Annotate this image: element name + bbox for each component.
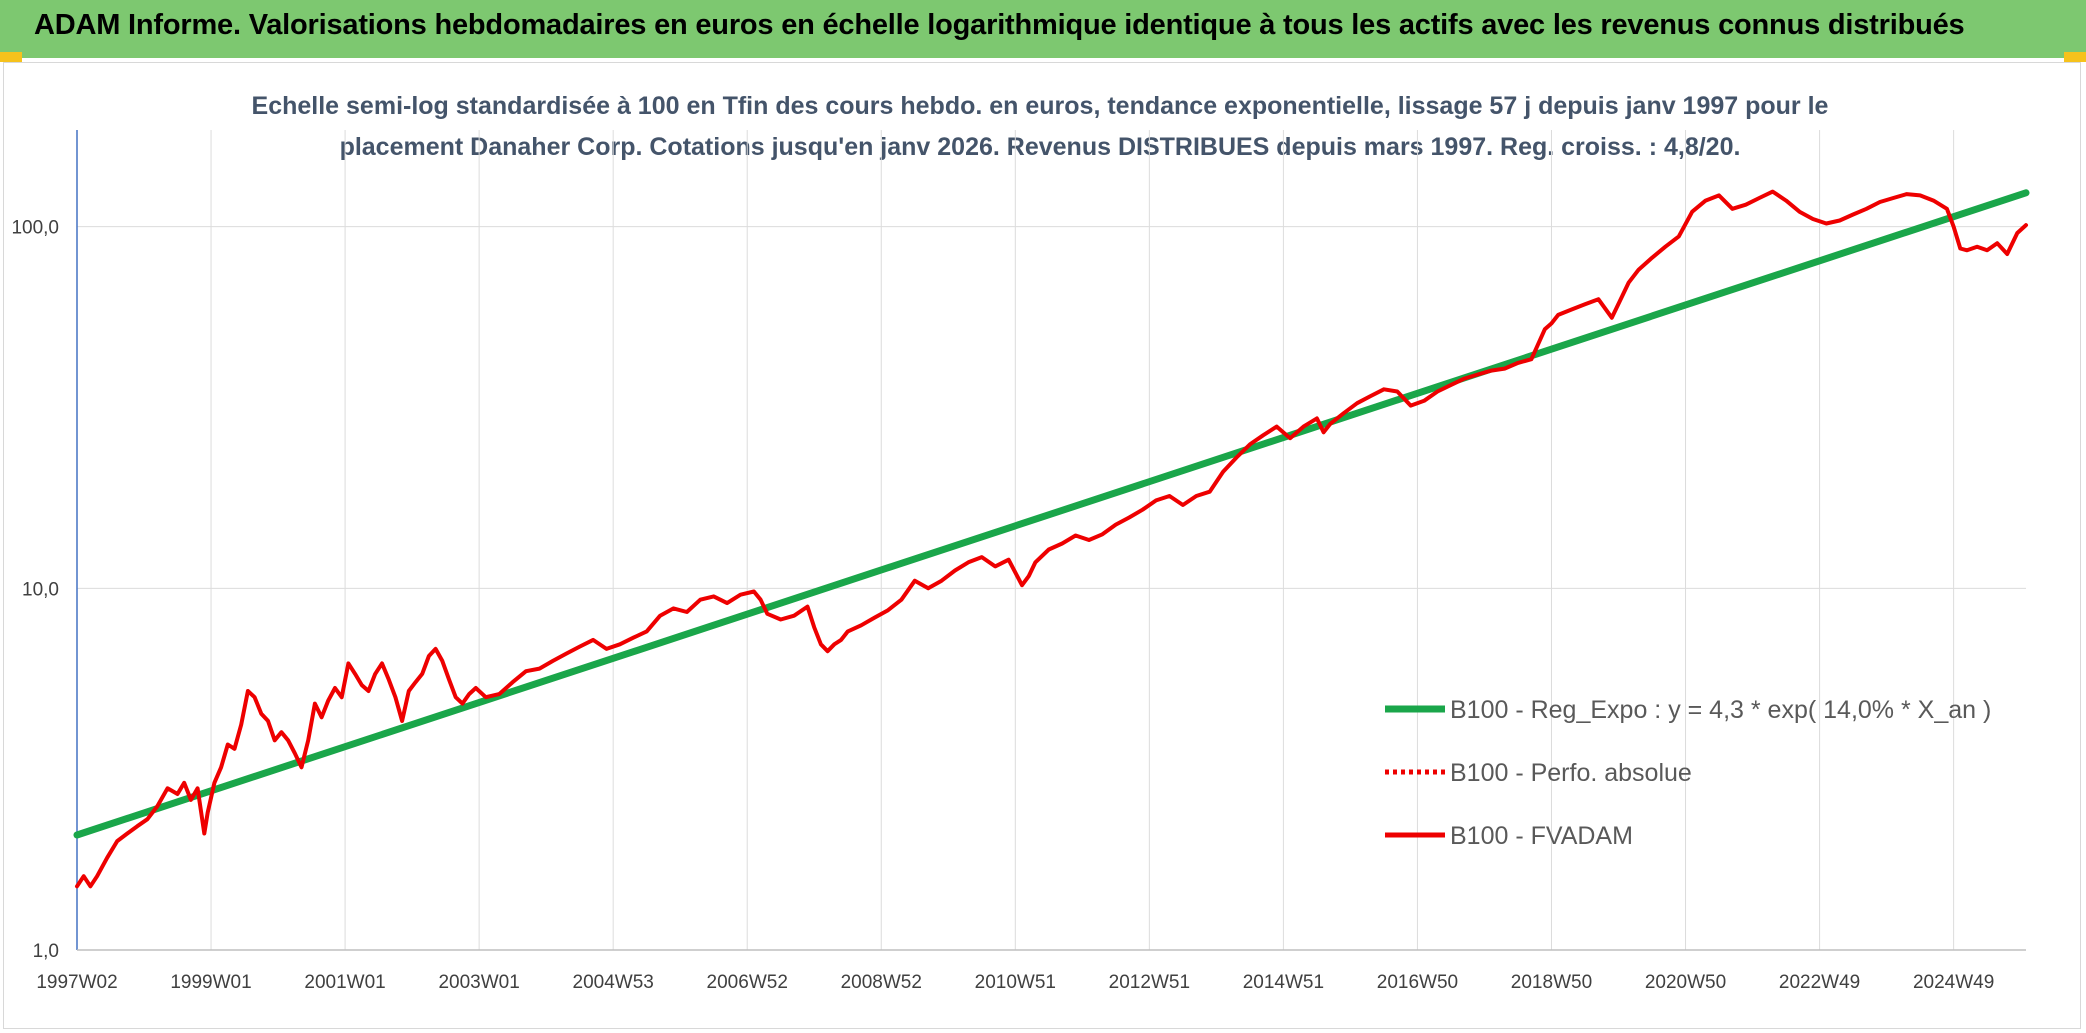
x-tick-label: 2010W51 [975, 972, 1056, 993]
corner-accent-left [0, 52, 22, 62]
legend-label: B100 - Reg_Expo : y = 4,3 * exp( 14,0% *… [1450, 696, 1991, 724]
x-tick-label: 2016W50 [1377, 972, 1458, 993]
x-tick-label: 1999W01 [170, 972, 251, 993]
y-tick-label: 10,0 [22, 579, 59, 600]
legend-label: B100 - Perfo. absolue [1450, 759, 1692, 787]
corner-accent-right [2064, 52, 2086, 62]
report-title: ADAM Informe. Valorisations hebdomadaire… [34, 9, 1965, 41]
series-lines [73, 189, 2030, 889]
x-tick-label: 2006W52 [707, 972, 788, 993]
legend-label: B100 - FVADAM [1450, 822, 1633, 850]
x-tick-label: 1997W02 [36, 972, 117, 993]
series-line-regression [73, 189, 2030, 839]
y-tick-label: 1,0 [33, 941, 59, 962]
x-tick-label: 2018W50 [1511, 972, 1592, 993]
x-tick-label: 2001W01 [304, 972, 385, 993]
axes: 1997W02 1999W01 2001W01 2003W01 2004W53 2006W… [11, 130, 2026, 993]
chart-frame [3, 62, 2081, 1029]
header-banner: ADAM Informe. Valorisations hebdomadaire… [0, 0, 2086, 58]
chart-title-line-1: Echelle semi-log standardisée à 100 en T… [251, 92, 1829, 120]
x-tick-label: 2004W53 [573, 972, 654, 993]
x-tick-label: 2022W49 [1779, 972, 1860, 993]
series-line-fvadam [75, 189, 2028, 889]
chart-title: Echelle semi-log standardisée à 100 en T… [130, 86, 1950, 168]
x-tick-label: 2024W49 [1913, 972, 1994, 993]
x-tick-label: 2008W52 [841, 972, 922, 993]
y-tick-label: 100,0 [11, 218, 59, 239]
x-tick-label: 2012W51 [1109, 972, 1190, 993]
x-tick-label: 2014W51 [1243, 972, 1324, 993]
x-tick-label: 2020W50 [1645, 972, 1726, 993]
grid-lines [77, 130, 2026, 950]
chart-title-line-2: placement Danaher Corp. Cotations jusqu'… [339, 133, 1741, 161]
x-tick-label: 2003W01 [438, 972, 519, 993]
legend: B100 - Reg_Expo : y = 4,3 * exp( 14,0% *… [1385, 696, 1991, 850]
